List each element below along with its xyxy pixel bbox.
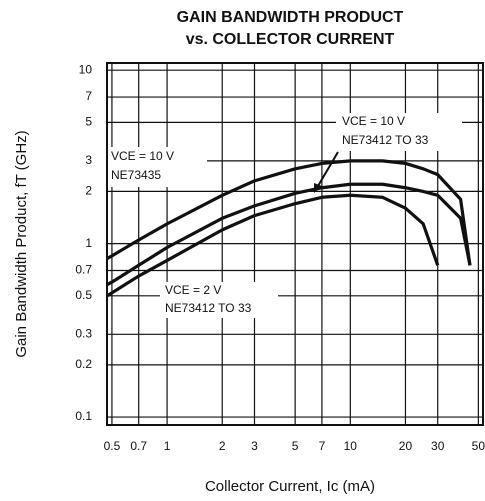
y-tick-label: 0.1 [75, 409, 92, 423]
x-tick-label: 2 [219, 439, 226, 453]
chart-title: vs. COLLECTOR CURRENT [186, 31, 395, 48]
annotation-box [160, 282, 278, 318]
x-tick-label: 7 [319, 439, 326, 453]
annotation: VCE = 2 V [165, 283, 221, 297]
y-tick-label: 0.2 [75, 357, 92, 371]
annotation-arrowhead [314, 183, 322, 193]
y-tick-label: 3 [85, 153, 92, 167]
x-tick-label: 5 [292, 439, 299, 453]
annotation: NE73412 TO 33 [342, 133, 429, 147]
x-tick-label: 50 [472, 439, 485, 453]
y-tick-label: 5 [85, 115, 92, 129]
y-tick-label: 1 [85, 236, 92, 250]
y-tick-label: 0.7 [75, 263, 92, 277]
y-tick-label: 7 [85, 89, 92, 103]
y-tick-label: 0.5 [75, 288, 92, 302]
x-axis-label: Collector Current, Ic (mA) [205, 478, 375, 495]
x-tick-label: 0.7 [130, 439, 147, 453]
y-tick-label: 10 [79, 62, 93, 76]
x-tick-label: 1 [164, 439, 171, 453]
x-tick-label: 10 [344, 439, 358, 453]
annotation-box [107, 147, 207, 187]
curve [106, 182, 472, 287]
y-tick-label: 2 [85, 184, 92, 198]
annotation: NE73412 TO 33 [165, 301, 252, 315]
x-tick-label: 30 [431, 439, 445, 453]
annotation: VCE = 10 V [111, 149, 174, 163]
x-tick-label: 3 [251, 439, 258, 453]
curves [106, 159, 472, 298]
annotation-box [336, 113, 462, 151]
annotation: VCE = 10 V [342, 114, 405, 128]
y-tick-label: 0.3 [75, 326, 92, 340]
annotation-arrow [317, 151, 339, 187]
plot-frame [106, 62, 484, 426]
chart-title: GAIN BANDWIDTH PRODUCT [177, 9, 404, 26]
annotation: NE73435 [111, 168, 161, 182]
curve [106, 159, 472, 266]
x-tick-label: 20 [399, 439, 413, 453]
curve [106, 193, 440, 298]
y-axis-label: Gain Bandwidth Product, fT (GHz) [13, 130, 30, 357]
x-tick-label: 0.5 [104, 439, 121, 453]
grid [107, 63, 483, 425]
